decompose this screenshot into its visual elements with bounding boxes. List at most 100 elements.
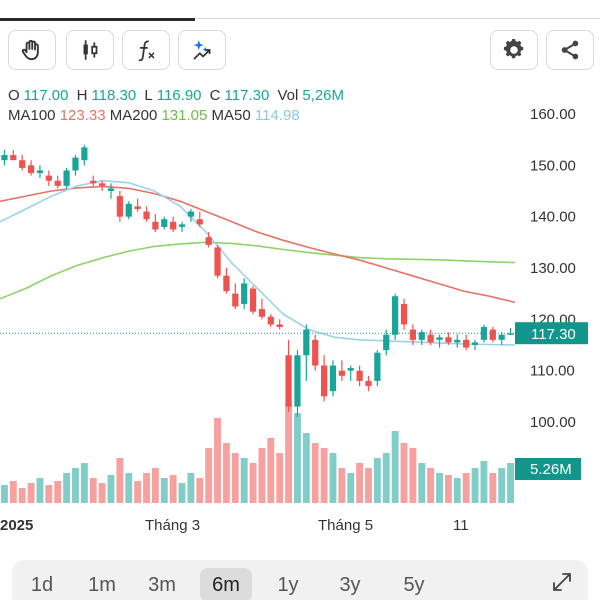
candle-body: [241, 283, 248, 304]
candle-body: [258, 309, 266, 317]
ma200-label: MA200: [109, 107, 158, 124]
settings-button[interactable]: [490, 30, 538, 70]
candle-body: [445, 337, 452, 343]
volume-value: 5,26M: [302, 87, 345, 104]
period-3y[interactable]: 3y: [339, 573, 361, 596]
chart-toolbar: [0, 30, 600, 72]
period-1d[interactable]: 1d: [30, 573, 54, 596]
volume-bar: [80, 463, 88, 503]
volume-bar: [143, 473, 150, 503]
candle-body: [187, 211, 195, 217]
candle-body: [276, 324, 283, 328]
volume-bar: [151, 468, 159, 503]
ma50-line: [0, 179, 516, 346]
candle-body: [356, 370, 363, 381]
volume-bar: [89, 478, 97, 503]
volume-bar: [409, 448, 417, 503]
volume-bar: [489, 473, 497, 503]
candle-body: [63, 170, 70, 186]
last-volume-tag: [515, 458, 581, 480]
candle-body: [143, 211, 150, 220]
close-value: 117.30: [224, 87, 270, 104]
candle-body: [498, 334, 505, 340]
period-1y[interactable]: 1y: [277, 573, 299, 596]
volume-bar: [267, 438, 275, 503]
candle-body: [338, 370, 345, 376]
volume-bar: [107, 475, 115, 503]
candle-body: [400, 303, 408, 325]
candle-body: [27, 165, 35, 174]
candle-body: [134, 206, 141, 209]
ma200-value: 131.05: [161, 107, 208, 124]
volume-bar: [178, 483, 186, 503]
candle-body: [81, 147, 88, 161]
share-icon: [561, 40, 579, 60]
ai-indicator-button[interactable]: [178, 30, 226, 70]
volume-bar: [400, 443, 408, 503]
volume-bar: [507, 463, 514, 503]
last-price-label: 117.30: [531, 326, 576, 343]
ma100-value: 123.33: [59, 107, 106, 124]
candle-body: [312, 339, 319, 366]
volume-bar: [320, 448, 328, 503]
share-button[interactable]: [546, 30, 594, 70]
candle-body: [365, 380, 372, 387]
close-label: C: [209, 87, 221, 104]
y-tick-label: 160.00: [530, 106, 576, 123]
volume-bar: [222, 443, 230, 503]
volume-bar: [240, 458, 248, 503]
volume-bar: [391, 431, 399, 503]
candle-body: [152, 221, 159, 230]
candle-body: [90, 180, 97, 184]
function-button[interactable]: [122, 30, 170, 70]
price-chart[interactable]: 160.00150.00140.00130.00120.00110.00100.…: [0, 0, 600, 545]
candle-body: [232, 293, 239, 307]
candle-body: [303, 329, 310, 356]
volume-bar: [116, 458, 124, 503]
function-icon: [138, 40, 155, 62]
high-value: 118.30: [91, 87, 137, 104]
candle-body: [294, 355, 301, 407]
x-tick-label: 2025: [0, 517, 33, 534]
candle-body: [107, 188, 115, 191]
candle-body: [392, 296, 399, 335]
period-5y[interactable]: 5y: [403, 573, 425, 596]
volume-bar: [205, 448, 213, 503]
volume-bar: [285, 403, 293, 503]
candle-body: [489, 329, 496, 340]
x-tick-label: 11: [453, 517, 469, 534]
volume-bar: [36, 478, 44, 503]
volume-bar: [187, 473, 195, 503]
candle-body: [161, 219, 168, 227]
hand-pan-button[interactable]: [8, 30, 56, 70]
volume-bar: [72, 468, 79, 503]
y-tick-label: 140.00: [530, 209, 576, 226]
candle-body: [409, 329, 416, 340]
volume-bar: [276, 453, 284, 503]
candle-body: [249, 288, 257, 312]
period-3m[interactable]: 3m: [148, 573, 176, 596]
candle-body: [214, 247, 221, 276]
candle-body: [374, 352, 381, 381]
open-value: 117.00: [23, 87, 69, 104]
ohlc-readout: O 117.00 H 118.30 L 116.90 C 117.30 Vol 5,26M: [8, 86, 348, 106]
candle-body: [205, 237, 212, 245]
candle-body: [418, 332, 425, 340]
volume-label: Vol: [277, 87, 299, 104]
period-6m[interactable]: 6m: [200, 568, 252, 600]
y-tick-label: 110.00: [530, 363, 575, 380]
candlestick-type-button[interactable]: [66, 30, 114, 70]
period-1m[interactable]: 1m: [88, 573, 116, 596]
ma100-label: MA100: [8, 107, 56, 124]
candle-body: [10, 155, 17, 161]
y-tick-label: 100.00: [530, 414, 576, 431]
ma200-line: [0, 241, 516, 300]
candle-body: [19, 160, 26, 168]
volume-bar: [27, 483, 35, 503]
ma-readout: MA100 123.33 MA200 131.05 MA50 114.98: [8, 106, 300, 126]
ma50-value: 114.98: [254, 107, 300, 124]
candle-body: [463, 339, 470, 348]
candle-body: [45, 175, 52, 181]
volume-bar: [63, 473, 71, 503]
expand-icon[interactable]: [550, 570, 574, 594]
